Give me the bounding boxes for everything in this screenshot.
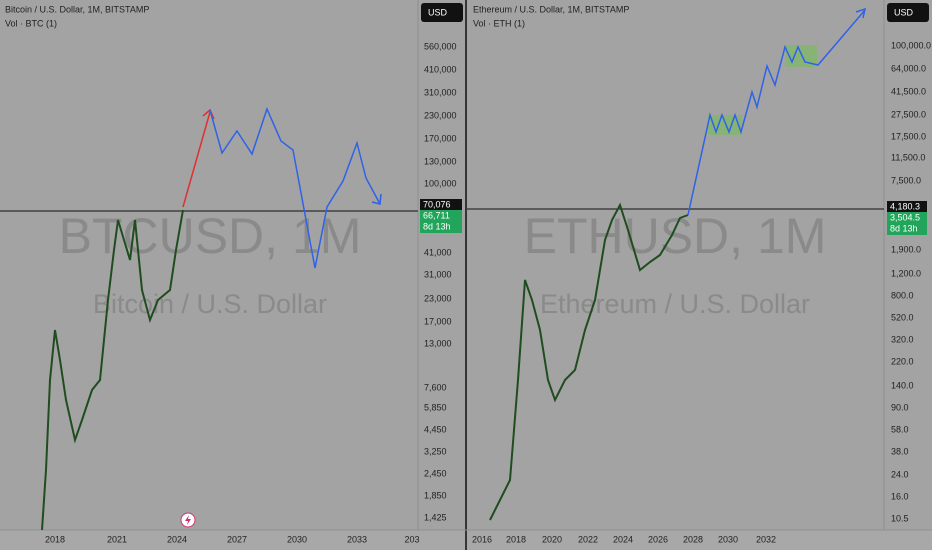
current-price: 3,504.5 [890,212,920,222]
currency-button[interactable]: USD [887,3,929,22]
price-label: 90.0 [891,402,909,412]
countdown: 8d 13h [423,221,451,231]
price-label: 130,000 [424,156,457,166]
currency-label[interactable]: USD [428,7,448,17]
price-label: 10.5 [891,513,909,523]
price-label: 170,000 [424,133,457,143]
lightning-icon[interactable] [180,512,196,528]
time-label: 2022 [578,534,598,544]
price-label: 800.0 [891,290,914,300]
price-label: 520.0 [891,312,914,322]
time-label: 2033 [347,534,367,544]
price-label: 16.0 [891,491,909,501]
last-price: 4,180.3 [890,201,920,211]
last-price: 70,076 [423,199,451,209]
last-price-tag [887,201,927,213]
price-label: 5,850 [424,402,447,412]
forecast-path [209,106,381,269]
time-label: 2028 [683,534,703,544]
price-label: 41,500.0 [891,86,926,96]
time-label: 2021 [107,534,127,544]
price-label: 230,000 [424,110,457,120]
forecast-arrow [182,111,211,208]
price-label: 1,900.0 [891,244,921,254]
price-label: 1,850 [424,490,447,500]
time-label: 2030 [718,534,738,544]
currency-label[interactable]: USD [894,7,914,17]
time-label: 2018 [506,534,526,544]
time-label: 2024 [613,534,633,544]
price-label: 410,000 [424,64,457,74]
price-label: 560,000 [424,41,457,51]
price-label: 220.0 [891,356,914,366]
watermark: BTCUSD, 1M [59,208,362,264]
price-label: 1,425 [424,512,447,522]
price-label: 4,450 [424,424,447,434]
price-history [489,202,689,521]
price-label: 24.0 [891,469,909,479]
watermark-sub: Ethereum / U.S. Dollar [540,289,810,319]
price-label: 38.0 [891,446,909,456]
time-label: 2030 [287,534,307,544]
last-price-tag [420,199,462,211]
symbol-header: Bitcoin / U.S. Dollar, 1M, BITSTAMP [5,4,149,14]
arrow-head [855,7,867,19]
current-price: 66,711 [423,210,450,220]
time-label: 2024 [167,534,187,544]
time-label: 2020 [542,534,562,544]
price-label: 17,000 [424,316,452,326]
price-label: 7,600 [424,382,447,392]
price-label: 27,500.0 [891,109,926,119]
price-label: 1,200.0 [891,268,921,278]
time-label: 2027 [227,534,247,544]
currency-button[interactable]: USD [421,3,463,22]
price-label: 41,000 [424,247,452,257]
time-label: 2016 [472,534,492,544]
time-label: 2026 [648,534,668,544]
time-label: 2032 [756,534,776,544]
price-label: 13,000 [424,338,452,348]
price-label: 320.0 [891,334,914,344]
symbol-header: Ethereum / U.S. Dollar, 1M, BITSTAMP [473,4,629,14]
price-history [41,209,184,531]
price-label: 11,500.0 [891,152,925,162]
price-label: 17,500.0 [891,131,926,141]
price-label: 3,250 [424,446,447,456]
current-price-tag [887,212,927,235]
price-label: 2,450 [424,468,447,478]
price-label: 100,000 [424,178,457,188]
price-label: 23,000 [424,293,452,303]
watermark: ETHUSD, 1M [524,208,827,264]
price-label: 31,000 [424,269,452,279]
price-label: 64,000.0 [891,63,926,73]
time-label: 2018 [45,534,65,544]
countdown: 8d 13h [890,223,918,233]
time-label: 203 [404,534,419,544]
arrow-head [371,193,382,205]
current-price-tag [420,210,462,233]
price-label: 58.0 [891,424,909,434]
forecast-path [687,9,866,216]
price-label: 310,000 [424,87,457,97]
price-label: 100,000.0 [891,40,931,50]
indicator-label: Vol · ETH (1) [473,18,525,28]
watermark-sub: Bitcoin / U.S. Dollar [93,289,327,319]
price-label: 7,500.0 [891,175,921,185]
price-label: 140.0 [891,380,914,390]
indicator-label: Vol · BTC (1) [5,18,57,28]
